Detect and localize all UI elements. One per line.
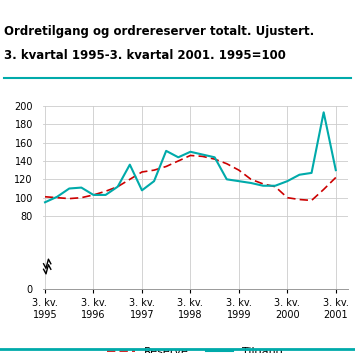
Text: Ordretilgang og ordrereserver totalt. Ujustert.: Ordretilgang og ordrereserver totalt. Uj… [4, 25, 314, 38]
Legend: Reserve, Tilgang: Reserve, Tilgang [103, 342, 288, 353]
Text: 3. kvartal 1995-3. kvartal 2001. 1995=100: 3. kvartal 1995-3. kvartal 2001. 1995=10… [4, 49, 285, 62]
